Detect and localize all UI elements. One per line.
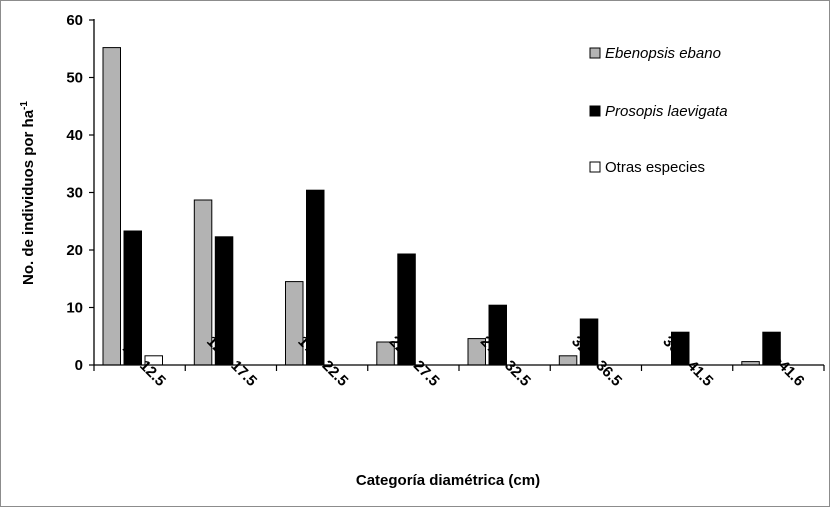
y-axis-title-superscript: -1 [19,101,30,110]
y-axis-title: No. de individuos por ha-1 [19,101,37,285]
y-tick-label-50: 50 [66,70,83,87]
y-tick-label-40: 40 [66,127,83,144]
legend-swatch-2 [589,161,601,173]
x-tick-label-7: >41.6 [769,351,808,390]
legend-label-1: Prosopis laevigata [605,103,728,120]
bar-ebenopsis-ebano-5 [558,355,578,366]
legend-label-2: Otras especies [605,159,705,176]
y-tick-label-60: 60 [66,12,83,29]
y-tick-label-0: 0 [75,357,83,374]
legend-swatch-1 [589,105,601,117]
legend-label-0: Ebenopsis ebano [605,45,721,62]
y-tick-label-20: 20 [66,242,83,259]
bar-ebenopsis-ebano-2 [285,281,304,366]
legend-swatch-0 [589,47,601,59]
y-tick-label-10: 10 [66,300,83,317]
y-axis-title-main: No. de individuos por ha [20,109,37,285]
bar-ebenopsis-ebano-0 [102,47,121,366]
y-tick-label-30: 30 [66,185,83,202]
x-axis-title: Categoría diamétrica (cm) [356,472,540,489]
